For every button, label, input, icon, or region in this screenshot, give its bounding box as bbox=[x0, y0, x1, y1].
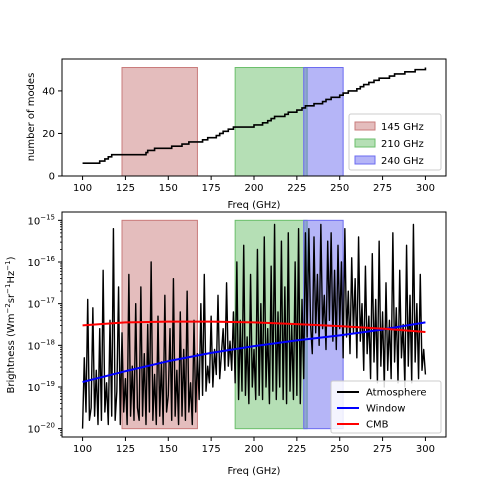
bottom-legend-box bbox=[330, 380, 442, 434]
bottom-y-tick-label: 10−16 bbox=[27, 255, 55, 269]
bottom-legend-label-2: CMB bbox=[366, 420, 389, 431]
top-band-1 bbox=[234, 67, 308, 177]
top-x-tick-label: 125 bbox=[116, 183, 135, 194]
top-legend-swatch-0 bbox=[354, 121, 376, 131]
top-x-tick-label: 175 bbox=[202, 183, 221, 194]
bottom-y-tick-label: 10−15 bbox=[27, 213, 55, 227]
bottom-legend-label-1: Window bbox=[366, 404, 405, 415]
bottom-x-tick-label: 150 bbox=[159, 444, 178, 455]
top-y-tick-label: 40 bbox=[42, 86, 55, 97]
bottom-x-tick-label: 200 bbox=[244, 444, 263, 455]
bottom-legend-label-0: Atmosphere bbox=[366, 388, 427, 399]
top-legend-swatch-1 bbox=[354, 138, 376, 148]
top-x-tick-label: 150 bbox=[159, 183, 178, 194]
bottom-x-axis-label: Freq (GHz) bbox=[228, 466, 281, 477]
top-y-tick-label: 0 bbox=[49, 172, 55, 183]
modes-panel: 100 125 150 175 200 225 250 275 300 0 20 40 Freq (… bbox=[26, 58, 447, 211]
bottom-x-tick-label: 300 bbox=[416, 444, 435, 455]
top-legend-label-1: 210 GHz bbox=[381, 139, 424, 150]
bottom-x-ticks: 100 125 150 175 200 225 250 275 300 bbox=[73, 437, 435, 455]
top-band-0 bbox=[121, 67, 198, 177]
top-band-2 bbox=[303, 67, 344, 177]
series-line-window bbox=[82, 321, 426, 383]
series-line-cmb bbox=[82, 320, 426, 333]
top-legend-swatch-2 bbox=[354, 155, 376, 165]
bottom-legend: Atmosphere Window CMB bbox=[330, 380, 442, 434]
bottom-y-tick-label: 10−20 bbox=[27, 422, 55, 436]
top-legend: 145 GHz 210 GHz 240 GHz bbox=[348, 113, 442, 171]
top-bands bbox=[121, 67, 344, 177]
top-x-tick-label: 275 bbox=[373, 183, 392, 194]
bottom-y-ticks: 10−20 10−19 10−18 10−17 10−16 10−15 bbox=[27, 213, 62, 436]
top-x-tick-label: 200 bbox=[244, 183, 263, 194]
top-y-ticks: 0 20 40 bbox=[42, 86, 62, 183]
bottom-lines bbox=[81, 223, 427, 429]
bottom-x-tick-label: 225 bbox=[287, 444, 306, 455]
top-y-tick-label: 20 bbox=[42, 129, 55, 140]
bottom-x-tick-label: 275 bbox=[373, 444, 392, 455]
top-x-tick-label: 225 bbox=[287, 183, 306, 194]
top-lines bbox=[82, 67, 427, 165]
bottom-y-axis-label: Brightness (Wm−2sr−1Hz−1) bbox=[4, 256, 17, 393]
bottom-x-tick-label: 100 bbox=[73, 444, 92, 455]
bottom-x-tick-label: 175 bbox=[202, 444, 221, 455]
top-x-tick-label: 250 bbox=[330, 183, 349, 194]
bottom-y-tick-label: 10−19 bbox=[27, 380, 55, 394]
top-x-ticks: 100 125 150 175 200 225 250 275 300 bbox=[73, 176, 435, 194]
bottom-y-tick-label: 10−17 bbox=[27, 297, 55, 311]
top-series-line-0 bbox=[82, 67, 427, 165]
top-x-tick-label: 100 bbox=[73, 183, 92, 194]
top-legend-label-2: 240 GHz bbox=[381, 156, 424, 167]
top-x-tick-label: 300 bbox=[416, 183, 435, 194]
bottom-x-tick-label: 125 bbox=[116, 444, 135, 455]
top-y-axis-label: number of modes bbox=[26, 73, 37, 162]
bottom-x-tick-label: 250 bbox=[330, 444, 349, 455]
top-x-axis-label: Freq (GHz) bbox=[228, 200, 281, 211]
brightness-panel: 100 125 150 175 200 225 250 275 300 10−2010−1910… bbox=[4, 211, 447, 477]
top-legend-label-0: 145 GHz bbox=[381, 122, 424, 133]
bottom-y-tick-label: 10−18 bbox=[27, 338, 55, 352]
